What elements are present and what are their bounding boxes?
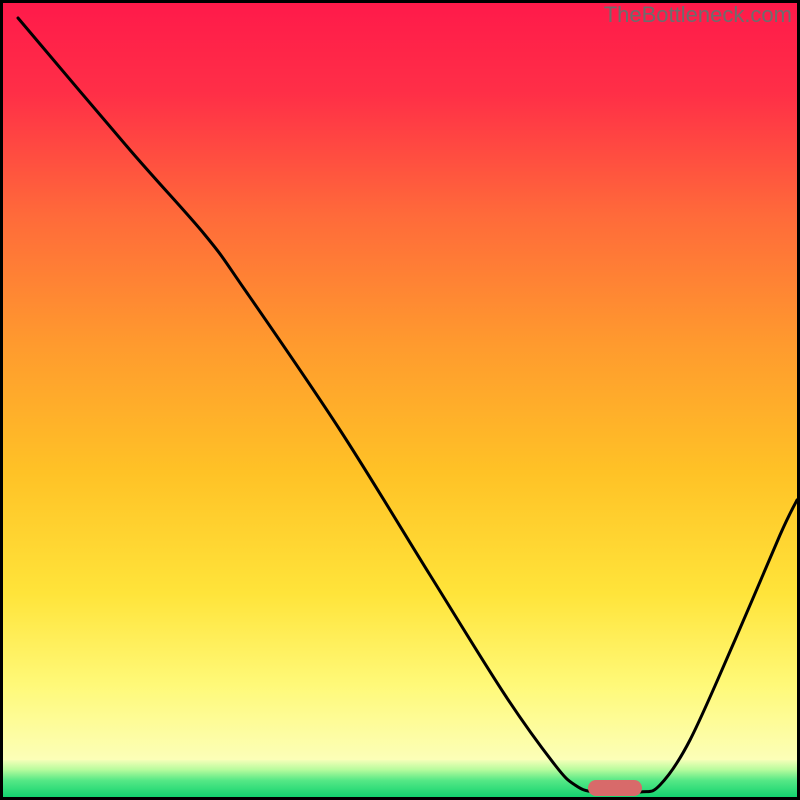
optimal-zone-marker xyxy=(588,780,642,796)
bottleneck-curve xyxy=(0,0,800,800)
watermark-text: TheBottleneck.com xyxy=(604,2,792,28)
curve-path xyxy=(18,18,797,793)
